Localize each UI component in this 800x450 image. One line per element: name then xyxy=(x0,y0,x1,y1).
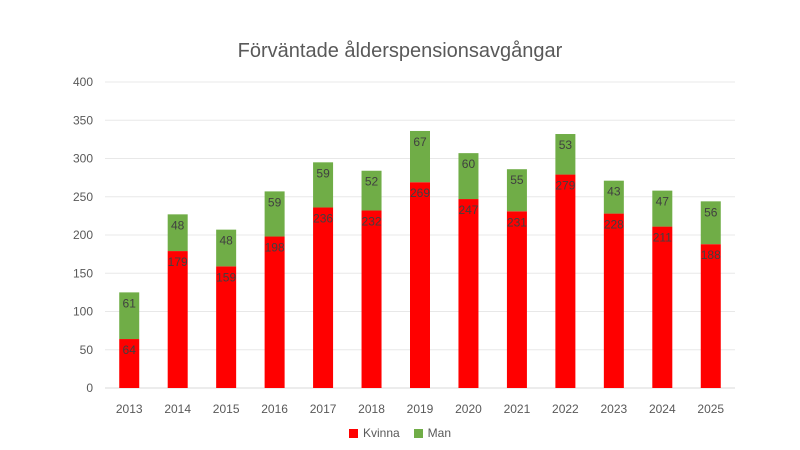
bar-man xyxy=(555,134,576,175)
bar-kvinna xyxy=(506,211,527,388)
data-label-man: 55 xyxy=(510,173,524,187)
data-label-man: 48 xyxy=(171,218,185,232)
bar-man xyxy=(410,130,430,183)
y-tick-label: 400 xyxy=(73,75,93,89)
bar-kvinna xyxy=(555,174,576,388)
y-tick-label: 50 xyxy=(80,343,94,357)
bar-kvinna xyxy=(167,251,188,388)
bar-kvinna xyxy=(603,213,624,388)
x-tick-label: 2014 xyxy=(164,402,191,416)
data-label-kvinna: 236 xyxy=(313,211,333,225)
x-tick-label: 2021 xyxy=(504,402,531,416)
data-label-kvinna: 269 xyxy=(410,186,430,200)
bar-kvinna xyxy=(410,182,430,388)
bar-kvinna xyxy=(119,339,140,388)
data-label-kvinna: 279 xyxy=(555,179,575,193)
y-tick-label: 100 xyxy=(73,305,93,319)
data-label-man: 56 xyxy=(704,205,718,219)
data-label-kvinna: 228 xyxy=(604,218,624,232)
data-label-kvinna: 247 xyxy=(458,203,478,217)
bar-man xyxy=(458,153,479,200)
bar-man xyxy=(652,190,673,227)
data-label-kvinna: 188 xyxy=(701,248,721,262)
data-label-kvinna: 211 xyxy=(653,231,672,245)
legend-item-man: Man xyxy=(413,426,452,440)
y-tick-label: 0 xyxy=(86,381,93,395)
bar-man xyxy=(313,162,334,208)
data-label-man: 67 xyxy=(413,135,427,149)
legend-label-kvinna: Kvinna xyxy=(362,426,400,440)
data-label-man: 47 xyxy=(656,195,670,209)
x-tick-label: 2024 xyxy=(649,402,676,416)
legend-swatch-man xyxy=(413,428,423,438)
bar-kvinna xyxy=(264,236,285,388)
x-tick-label: 2019 xyxy=(407,402,434,416)
x-tick-label: 2022 xyxy=(552,402,579,416)
data-label-kvinna: 232 xyxy=(362,215,382,229)
bar-kvinna xyxy=(458,199,479,388)
bar-kvinna xyxy=(700,244,721,388)
x-tick-label: 2023 xyxy=(600,402,627,416)
data-label-man: 48 xyxy=(219,234,233,248)
data-label-kvinna: 64 xyxy=(123,343,137,357)
legend-item-kvinna: Kvinna xyxy=(348,426,400,440)
bar-man xyxy=(700,201,721,245)
legend-swatch-kvinna xyxy=(348,428,358,438)
bar-man xyxy=(603,180,624,214)
data-label-man: 59 xyxy=(268,195,282,209)
y-tick-label: 250 xyxy=(73,190,93,204)
x-tick-label: 2015 xyxy=(213,402,240,416)
data-label-man: 61 xyxy=(123,296,137,310)
x-tick-label: 2025 xyxy=(697,402,724,416)
x-tick-label: 2020 xyxy=(455,402,482,416)
data-label-kvinna: 198 xyxy=(265,241,285,255)
bar-man xyxy=(264,191,285,237)
bar-kvinna xyxy=(652,226,673,388)
bar-kvinna xyxy=(313,207,334,388)
data-label-man: 60 xyxy=(462,157,476,171)
y-tick-label: 300 xyxy=(73,152,93,166)
chart-title: Förväntade ålderspensionsavgångar xyxy=(237,40,563,62)
bar-kvinna xyxy=(216,266,237,388)
x-tick-label: 2017 xyxy=(310,402,337,416)
y-tick-label: 350 xyxy=(73,113,93,127)
legend-label-man: Man xyxy=(427,426,452,440)
bar-man xyxy=(119,292,140,340)
x-tick-label: 2013 xyxy=(116,402,143,416)
bar-man xyxy=(506,169,527,212)
data-label-kvinna: 159 xyxy=(216,270,236,284)
data-label-man: 53 xyxy=(559,138,573,152)
data-label-man: 52 xyxy=(365,175,379,189)
x-tick-label: 2018 xyxy=(358,402,385,416)
data-label-kvinna: 231 xyxy=(507,215,527,229)
y-tick-label: 150 xyxy=(73,266,93,280)
bar-man xyxy=(167,214,188,252)
data-label-man: 59 xyxy=(316,166,330,180)
chart-legend: Kvinna Man xyxy=(0,426,800,440)
bar-kvinna xyxy=(361,210,382,388)
data-label-man: 43 xyxy=(607,185,621,199)
bar-man xyxy=(361,170,382,211)
y-tick-label: 200 xyxy=(73,228,93,242)
x-tick-label: 2016 xyxy=(261,402,288,416)
bar-man xyxy=(216,229,237,267)
data-label-kvinna: 179 xyxy=(168,255,188,269)
